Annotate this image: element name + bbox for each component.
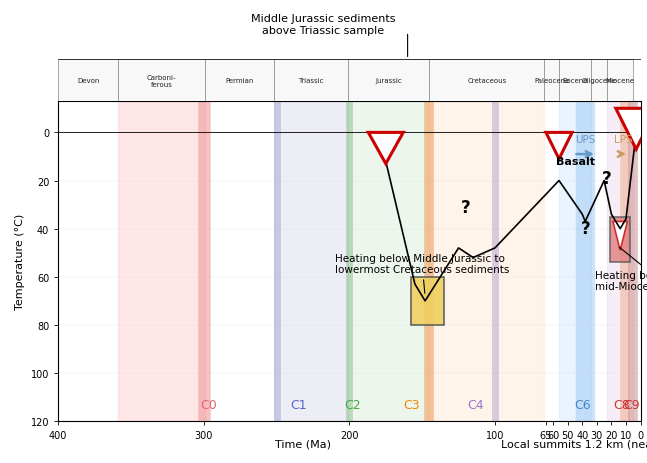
Text: Miocene: Miocene	[606, 78, 635, 84]
Text: Time (Ma): Time (Ma)	[275, 438, 331, 448]
Text: C3: C3	[404, 398, 421, 411]
Text: Heating below Middle Jurassic to
lowermost Cretaceous sediments: Heating below Middle Jurassic to lowermo…	[335, 253, 509, 294]
Text: Local summits 1.2 km (near LPS): Local summits 1.2 km (near LPS)	[501, 438, 647, 448]
Text: LPS: LPS	[614, 135, 632, 145]
Bar	[58, 60, 118, 102]
Text: Jurassic: Jurassic	[375, 78, 402, 84]
Polygon shape	[546, 133, 572, 160]
Bar	[610, 217, 630, 263]
Bar	[274, 102, 348, 421]
Text: C4: C4	[468, 398, 485, 411]
Text: Cretaceous: Cretaceous	[467, 78, 507, 84]
Text: C1: C1	[290, 398, 307, 411]
Bar	[205, 60, 274, 102]
Text: UPS: UPS	[575, 135, 595, 145]
Text: Carboni-
ferous: Carboni- ferous	[147, 75, 177, 88]
Bar	[348, 102, 430, 421]
Bar	[118, 102, 205, 421]
Text: Heating below Eocene to
mid-Miocene rocks: Heating below Eocene to mid-Miocene rock…	[595, 248, 647, 292]
Text: C6: C6	[574, 398, 591, 411]
Text: Oligocene: Oligocene	[582, 78, 617, 84]
Text: Middle Jurassic sediments
above Triassic sample: Middle Jurassic sediments above Triassic…	[251, 14, 396, 36]
Bar	[410, 277, 444, 325]
Bar	[348, 60, 430, 102]
Bar	[274, 60, 348, 102]
Text: ?: ?	[602, 169, 612, 188]
Bar	[430, 102, 544, 421]
Text: Devon: Devon	[77, 78, 99, 84]
Bar	[607, 60, 633, 102]
Polygon shape	[368, 133, 403, 164]
Bar	[430, 60, 544, 102]
Text: ?: ?	[580, 220, 590, 238]
Text: C0: C0	[200, 398, 217, 411]
Text: ?: ?	[461, 198, 471, 216]
Polygon shape	[616, 109, 647, 150]
Bar	[118, 60, 205, 102]
Bar	[607, 102, 633, 421]
Bar	[559, 102, 591, 421]
Text: C9: C9	[624, 398, 640, 411]
Bar	[545, 60, 559, 102]
Polygon shape	[613, 222, 628, 251]
Bar	[591, 60, 607, 102]
Bar	[559, 60, 591, 102]
Text: C2: C2	[344, 398, 360, 411]
Text: C8: C8	[613, 398, 630, 411]
Y-axis label: Temperature (°C): Temperature (°C)	[15, 213, 25, 310]
Text: Triassic: Triassic	[298, 78, 324, 84]
Text: Paleocene: Paleocene	[534, 78, 569, 84]
Text: Basalt: Basalt	[556, 156, 595, 166]
Text: Eocene: Eocene	[562, 78, 587, 84]
Text: Permian: Permian	[225, 78, 254, 84]
